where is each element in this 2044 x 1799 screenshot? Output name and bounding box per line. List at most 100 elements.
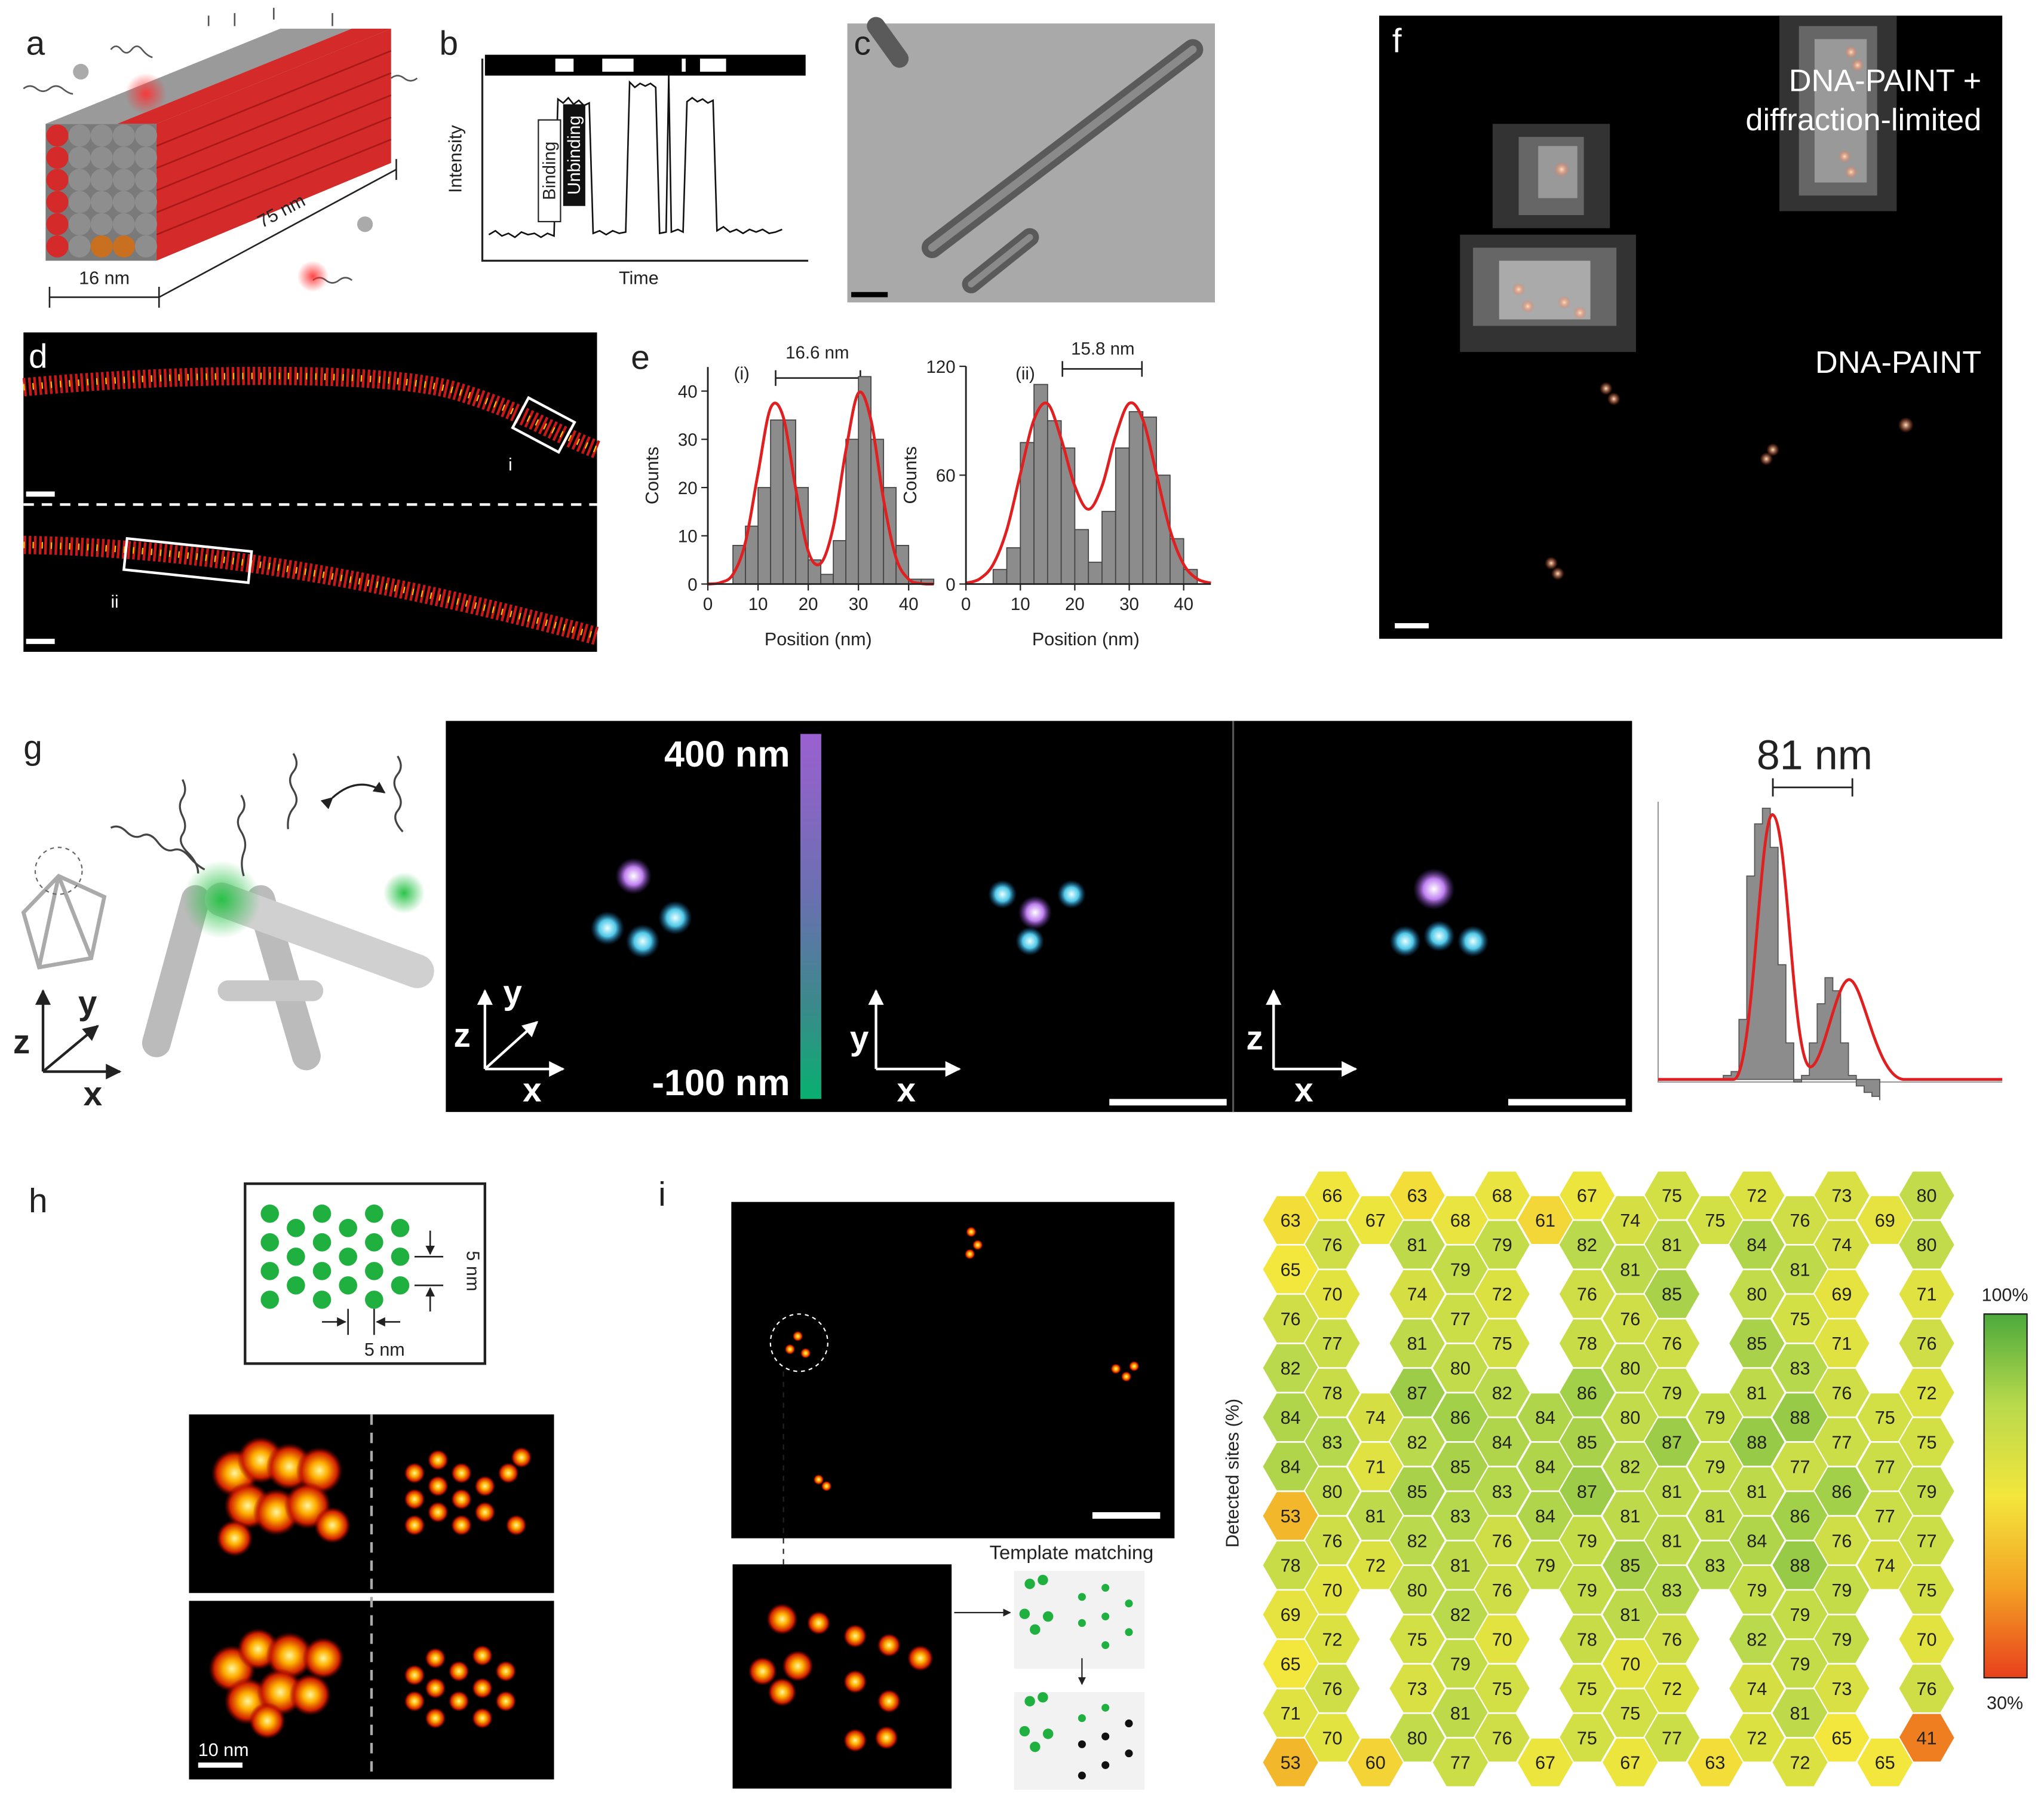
cell-value: 81 [1407,1334,1428,1354]
state-bar [484,54,806,76]
cell-value: 85 [1450,1457,1471,1478]
docking-site [182,860,261,939]
cell-value: 87 [1662,1432,1682,1452]
colorbar [1983,1313,2028,1679]
cell-value: 79 [1917,1482,1937,1502]
panel-c: c [847,17,1215,303]
cell-value: 83 [1705,1556,1725,1576]
cell-value: 72 [1662,1679,1682,1699]
cell-value: 79 [1790,1654,1810,1675]
cell-value: 79 [1705,1457,1725,1478]
scale-bar [26,639,55,644]
method-label: Template matching [990,1541,1154,1564]
state-gaps [555,59,726,72]
bar [1088,562,1103,585]
cell-value: 81 [1790,1259,1810,1280]
cell-value: 75 [1917,1432,1937,1452]
cell-value: 75 [1662,1186,1682,1206]
cell-value: 88 [1747,1432,1767,1452]
profile-fit [1658,813,2003,1081]
cell-value: 74 [1747,1679,1767,1699]
scale-bar [198,1762,243,1768]
cell-value: 82 [1620,1457,1640,1478]
cell-value: 75 [1705,1210,1725,1231]
panel-label: h [29,1182,48,1220]
cell-value: 60 [1365,1753,1386,1773]
hex-cell [1770,1737,1830,1788]
cell-value: 80 [1450,1359,1471,1379]
cell-value: 77 [1875,1457,1895,1478]
cell-value: 87 [1577,1482,1597,1502]
x-tick-label: 30 [849,594,868,614]
bar [1046,420,1062,585]
cell-value: 67 [1365,1210,1386,1231]
cell-value: 70 [1322,1728,1342,1748]
bar [1006,547,1021,585]
x-tick-label: 0 [961,594,971,614]
cell-value: 77 [1831,1432,1852,1452]
hex-cell [1856,1737,1914,1788]
cell-value: 84 [1535,1506,1555,1527]
tem-rods [867,17,1204,293]
cell-value: 79 [1535,1556,1555,1576]
panel-label: d [29,338,48,375]
cell-value: 71 [1917,1285,1937,1305]
cell-value: 79 [1450,1654,1471,1675]
resolved-sites [404,1446,532,1729]
distance-label: 81 nm [1757,731,1873,778]
cell-value: 86 [1577,1383,1597,1403]
cell-value: 76 [1322,1235,1342,1255]
panel-label: e [631,339,650,376]
panel-label: i [658,1176,666,1213]
axes [481,59,809,262]
cell-value: 77 [1875,1506,1895,1527]
scale-label: 10 nm [198,1740,249,1760]
axis-arrows [477,989,1358,1077]
cell-value: 79 [1705,1408,1725,1428]
scale-bar [1508,1099,1626,1106]
cell-value: 80 [1620,1408,1640,1428]
cell-value: 81 [1620,1605,1640,1625]
cell-value: 78 [1281,1556,1301,1576]
cell-value: 83 [1492,1482,1512,1502]
cell-value: 72 [1917,1383,1937,1403]
cell-value: 87 [1407,1383,1428,1403]
cell-value: 67 [1620,1753,1640,1773]
highlight-circle [769,1313,828,1372]
cell-value: 74 [1365,1408,1386,1428]
cell-value: 76 [1577,1285,1597,1305]
imager [357,216,373,232]
cell-value: 83 [1790,1359,1810,1379]
axis-label: y [850,1019,869,1057]
cell-value: 84 [1747,1531,1767,1551]
cell-value: 77 [1917,1531,1937,1551]
cell-value: 80 [1747,1285,1767,1305]
scale-bar [1395,623,1429,629]
cell-value: 82 [1450,1605,1471,1625]
helix-lines [156,50,392,235]
y-tick-label: 20 [678,479,698,498]
template-diagram [1014,1571,1145,1790]
colorbar-label: 100% [1981,1285,2028,1305]
cell-value: 76 [1492,1531,1512,1551]
scale-bar [851,292,888,298]
cell-value: 81 [1747,1482,1767,1502]
panel-g: g y z x 400 nm -100 nm y z x y x z x 81 … [13,721,2003,1113]
fluorophore [297,260,329,292]
panel-h: h 5 nm 5 nm 10 nm [29,1182,554,1780]
cell-value: 79 [1577,1531,1597,1551]
cell-value: 53 [1281,1506,1301,1527]
cell-value: 65 [1875,1753,1895,1773]
cell-value: 84 [1281,1408,1301,1428]
colorbar-label: 30% [1987,1693,2023,1713]
cell-value: 81 [1407,1235,1428,1255]
cell-value: 71 [1831,1334,1852,1354]
cell-value: 76 [1662,1334,1682,1354]
cell-value: 72 [1747,1728,1767,1748]
localizations-3d [590,857,1489,958]
x-tick-label: 10 [1011,594,1030,614]
bar [1101,511,1116,585]
cell-value: 81 [1620,1259,1640,1280]
cell-value: 72 [1790,1753,1810,1773]
